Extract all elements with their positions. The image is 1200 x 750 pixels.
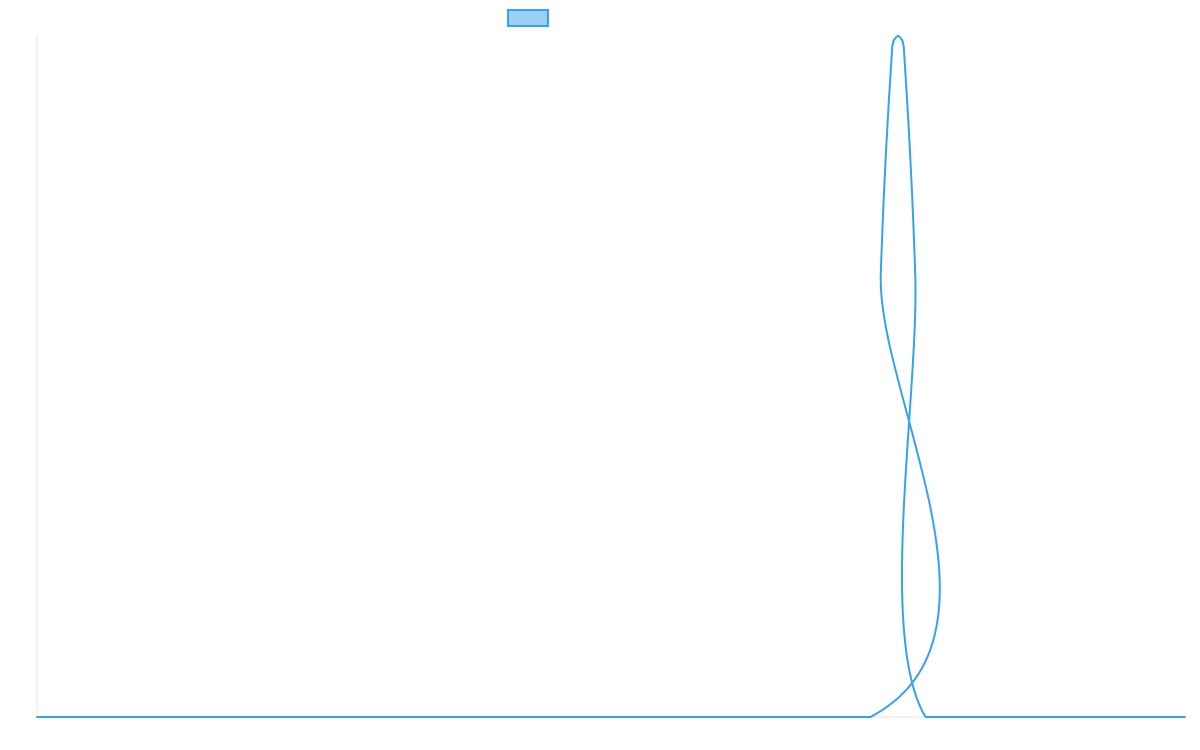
legend[interactable] <box>507 9 549 27</box>
legend-swatch[interactable] <box>507 9 549 27</box>
series-line-0 <box>36 35 1186 719</box>
axes <box>36 36 1185 718</box>
series-layer <box>36 35 1186 719</box>
